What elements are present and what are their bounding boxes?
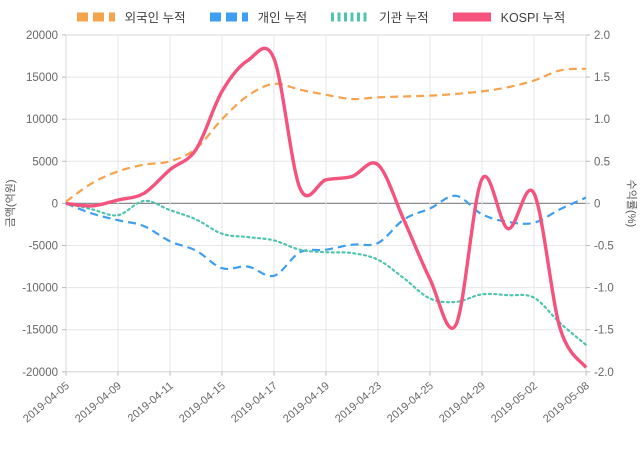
series-line-3 [64, 199, 588, 346]
left-axis-tick-label: 10000 [26, 114, 58, 126]
legend-item-3[interactable]: 기관 누적 [323, 5, 434, 28]
legend-swatch-solid-icon [452, 12, 491, 21]
x-axis-tick-label: 2019-04-23 [333, 380, 384, 425]
right-axis-tick-label: -1.5 [594, 325, 614, 337]
legend-item-4[interactable]: KOSPI 누적 [445, 5, 572, 28]
x-axis-tick-label: 2019-04-17 [229, 380, 280, 425]
x-axis-tick-label: 2019-04-29 [437, 380, 488, 425]
legend-swatch-dashed-icon [76, 12, 115, 21]
left-axis-tick-label: -5000 [29, 241, 58, 253]
right-axis-tick-label: 2.0 [594, 30, 610, 42]
right-axis-tick-label: 0.5 [594, 156, 610, 168]
right-axis-tick-label: -0.5 [594, 241, 614, 253]
right-axis-tick-label: -1.0 [594, 283, 614, 295]
legend-label: KOSPI 누적 [500, 11, 566, 25]
legend: 외국인 누적 개인 누적 기관 누적 KOSPI 누적 [0, 5, 640, 28]
left-axis-tick-label: 0 [52, 198, 58, 210]
x-axis-tick-label: 2019-05-02 [489, 380, 540, 425]
x-axis-tick-label: 2019-04-19 [281, 380, 332, 425]
left-axis-tick-label: 15000 [26, 72, 58, 84]
left-axis-tick-label: 5000 [32, 156, 58, 168]
x-axis-tick-label: 2019-04-11 [126, 380, 176, 425]
right-axis-tick-label: 0 [594, 198, 600, 210]
legend-label: 개인 누적 [257, 11, 308, 25]
legend-swatch-dashed-icon [209, 12, 248, 21]
left-axis-tick-label: -10000 [22, 283, 58, 295]
left-axis-tick-label: 20000 [26, 30, 58, 42]
x-axis-tick-label: 2019-05-08 [541, 380, 592, 425]
legend-swatch-dotted-icon [331, 12, 370, 21]
series-line-2 [65, 194, 587, 278]
left-axis-title: 금액(억원) [4, 179, 17, 227]
legend-item-2[interactable]: 개인 누적 [202, 5, 313, 28]
x-axis-tick-label: 2019-04-25 [385, 380, 436, 425]
x-axis-tick-label: 2019-04-05 [21, 380, 72, 425]
x-axis-tick-label: 2019-04-09 [73, 380, 124, 425]
legend-label: 외국인 누적 [124, 11, 186, 25]
x-axis-tick-label: 2019-04-15 [177, 380, 228, 425]
left-axis-tick-label: -20000 [22, 367, 58, 379]
series-line-1 [65, 67, 587, 203]
right-axis-tick-label: 1.5 [594, 72, 610, 84]
legend-label: 기관 누적 [379, 11, 429, 25]
legend-item-1[interactable]: 외국인 누적 [69, 5, 192, 28]
right-axis-tick-label: 1.0 [594, 114, 610, 126]
right-axis-tick-label: -2.0 [594, 367, 614, 379]
left-axis-tick-label: -15000 [22, 325, 58, 337]
right-axis-title: 수익률(%) [625, 180, 638, 227]
series-line-4 [65, 46, 588, 369]
